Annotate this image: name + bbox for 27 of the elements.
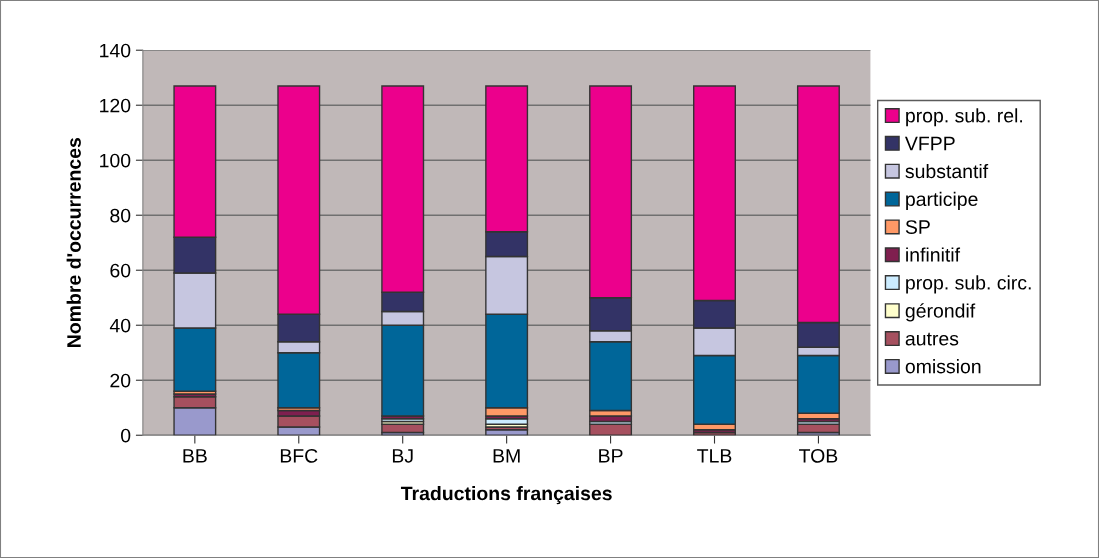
- y-tick-label: 20: [110, 373, 131, 388]
- y-tick-label: 40: [109, 318, 131, 333]
- x-axis-title: Traductions françaises: [400, 486, 612, 505]
- legend-label: participe: [906, 191, 978, 210]
- x-tick-label: TLB: [697, 449, 732, 463]
- x-tick-label: BB: [183, 449, 207, 463]
- legend-label: prop. sub. circ.: [906, 275, 1031, 294]
- x-tick-label: BP: [599, 449, 623, 463]
- y-tick-label: 80: [110, 208, 131, 223]
- x-tick-label: TOB: [799, 448, 838, 463]
- y-tick-label: 120: [100, 98, 131, 113]
- y-tick-label: 60: [110, 263, 131, 278]
- x-tick-label: BM: [493, 449, 520, 463]
- y-tick-label: 140: [100, 43, 131, 58]
- legend-label: autres: [905, 332, 959, 346]
- legend-label: VFPP: [904, 136, 955, 151]
- legend-label: prop. sub. rel.: [906, 108, 1023, 127]
- legend-label: SP: [905, 220, 930, 234]
- y-axis-title: Nombre d'occurrences: [66, 138, 81, 347]
- legend-label: substantif: [905, 163, 989, 179]
- x-tick-label: BFC: [280, 448, 318, 463]
- legend-label: omission: [905, 359, 981, 374]
- x-tick-label: BJ: [392, 449, 413, 463]
- y-tick-label: 0: [121, 428, 131, 443]
- legend-label: infinitif: [906, 247, 961, 262]
- legend-label: gérondif: [905, 303, 976, 322]
- y-tick-label: 100: [100, 153, 131, 168]
